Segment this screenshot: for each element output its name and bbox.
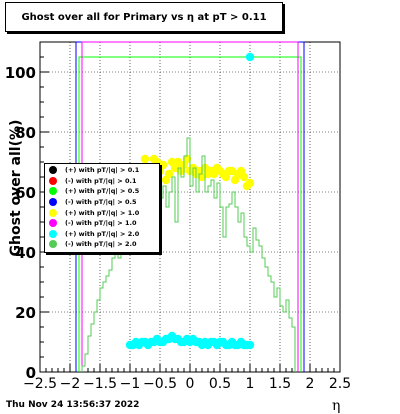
- x-tick-label: −2: [60, 376, 81, 392]
- legend-entry: (+) with pT/|q| > 0.1: [49, 165, 159, 176]
- legend-entry: (-) with pT/|q| > 2.0: [49, 239, 159, 250]
- x-tick-label: −1: [120, 376, 141, 392]
- legend-label: (-) with pT/|q| > 2.0: [65, 240, 137, 249]
- x-tick-label: 0.5: [209, 376, 231, 392]
- y-tick-label: 80: [15, 124, 36, 142]
- legend-entry: (+) with pT/|q| > 2.0: [49, 229, 159, 240]
- legend-entry: (-) with pT/|q| > 0.1: [49, 176, 159, 187]
- legend: (+) with pT/|q| > 0.1 (-) with pT/|q| > 0…: [44, 163, 160, 253]
- series-4-point: [164, 169, 174, 179]
- legend-marker: [49, 187, 57, 196]
- legend-marker: [49, 208, 57, 217]
- series-4-point: [245, 178, 255, 188]
- series-4-point: [158, 160, 168, 170]
- x-axis-label: η: [332, 398, 341, 414]
- x-tick-label: −0.5: [143, 376, 177, 392]
- legend-label: (+) with pT/|q| > 0.5: [65, 187, 140, 196]
- legend-entry: (+) with pT/|q| > 1.0: [49, 207, 159, 218]
- y-tick-label: 0: [26, 364, 36, 382]
- x-tick-label: −1.5: [83, 376, 117, 392]
- chart-title: Ghost over all for Primary vs η at pT > …: [5, 2, 283, 32]
- legend-label: (+) with pT/|q| > 1.0: [65, 208, 140, 217]
- legend-label: (-) with pT/|q| > 1.0: [65, 219, 137, 228]
- legend-marker: [49, 176, 57, 185]
- x-tick-label: 0: [186, 376, 195, 392]
- legend-marker: [49, 198, 57, 207]
- y-tick-label: 40: [15, 244, 36, 262]
- x-tick-label: 2.5: [329, 376, 351, 392]
- series-4-point: [239, 172, 249, 182]
- series-6-point: [245, 52, 255, 62]
- x-tick-label: 1: [246, 376, 255, 392]
- legend-label: (+) with pT/|q| > 0.1: [65, 166, 140, 175]
- legend-entry: (-) with pT/|q| > 1.0: [49, 218, 159, 229]
- legend-marker: [49, 229, 57, 238]
- y-tick-label: 100: [5, 64, 36, 82]
- legend-marker: [49, 240, 57, 249]
- y-tick-label: 60: [15, 184, 36, 202]
- series-4-point: [140, 154, 150, 164]
- x-tick-label: 1.5: [269, 376, 291, 392]
- legend-marker: [49, 166, 57, 175]
- legend-label: (-) with pT/|q| > 0.5: [65, 198, 137, 207]
- legend-entry: (+) with pT/|q| > 0.5: [49, 186, 159, 197]
- legend-entry: (-) with pT/|q| > 0.5: [49, 197, 159, 208]
- legend-label: (-) with pT/|q| > 0.1: [65, 176, 137, 185]
- series-6-point: [245, 340, 255, 350]
- y-axis-label: Ghost over all(%): [8, 120, 24, 257]
- timestamp: Thu Nov 24 13:56:37 2022: [6, 400, 140, 410]
- y-tick-label: 20: [15, 304, 36, 322]
- legend-label: (+) with pT/|q| > 2.0: [65, 229, 140, 238]
- legend-marker: [49, 219, 57, 228]
- series-4-point: [182, 154, 192, 164]
- x-tick-label: 2: [306, 376, 315, 392]
- series-2-line: [78, 56, 302, 372]
- x-tick-label: −2.5: [23, 376, 57, 392]
